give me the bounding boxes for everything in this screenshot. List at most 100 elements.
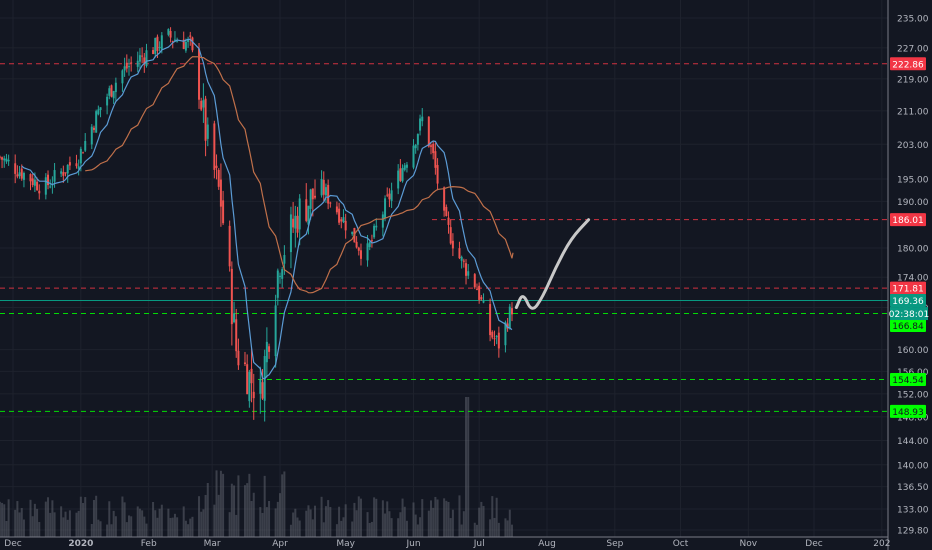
- y-tick-label-12: 152.00: [897, 390, 929, 400]
- candle-body-123: [373, 225, 376, 238]
- candle-body-10: [29, 174, 32, 182]
- candle-body-118: [357, 247, 360, 251]
- candle-body-135: [412, 145, 415, 168]
- volume-bar-37: [110, 524, 113, 537]
- candle-body-21: [62, 172, 65, 176]
- volume-bar-127: [386, 501, 389, 537]
- volume-bar-105: [320, 496, 323, 537]
- candle-body-14: [38, 190, 41, 194]
- candle-body-156: [475, 289, 478, 291]
- volume-bar-86: [261, 512, 264, 537]
- candle-body-0: [0, 156, 1, 158]
- candle-body-79: [237, 350, 240, 366]
- candle-body-157: [478, 285, 481, 300]
- volume-bar-40: [121, 496, 124, 537]
- volume-bar-115: [351, 521, 354, 537]
- candle-body-103: [311, 188, 314, 200]
- x-tick-label-8: Aug: [538, 539, 556, 549]
- volume-bar-34: [99, 521, 102, 537]
- volume-bar-144: [436, 499, 439, 537]
- volume-bar-163: [495, 497, 498, 537]
- candle-body-151: [460, 256, 463, 261]
- volume-bar-21: [62, 517, 65, 537]
- volume-bar-152: [462, 511, 465, 537]
- candle-body-132: [401, 167, 404, 182]
- candle-body-62: [187, 38, 190, 42]
- candle-body-28: [82, 152, 85, 154]
- volume-bar-1: [1, 502, 4, 537]
- x-tick-label-6: Jun: [405, 539, 420, 549]
- candle-body-162: [493, 338, 496, 340]
- candle-body-112: [340, 219, 343, 222]
- candle-body-144: [436, 164, 439, 184]
- volume-bar-121: [368, 522, 371, 537]
- ma-slow-extension: [511, 252, 514, 259]
- candle-body-66: [200, 100, 203, 110]
- y-tick-label-4: 203.00: [897, 141, 929, 151]
- candle-body-72: [217, 169, 220, 187]
- candle-body-91: [276, 270, 279, 298]
- candle-body-127: [386, 194, 389, 196]
- candle-body-142: [432, 143, 435, 154]
- volume-bar-133: [403, 506, 406, 537]
- y-tick-label-8: 174.00: [897, 274, 929, 284]
- candle-body-153: [465, 263, 468, 276]
- candle-body-31: [92, 127, 95, 130]
- volume-bar-61: [184, 520, 187, 537]
- volume-bar-91: [276, 501, 279, 537]
- candle-body-161: [491, 331, 494, 338]
- volume-bar-15: [44, 501, 47, 537]
- candle-body-16: [47, 174, 50, 186]
- candle-body-129: [390, 190, 393, 201]
- candle-body-47: [141, 55, 144, 57]
- candle-body-41: [123, 66, 126, 71]
- volume-bar-11: [31, 516, 34, 537]
- volume-bar-141: [430, 500, 433, 537]
- x-tick-label-7: Jul: [473, 539, 485, 549]
- volume-bar-97: [294, 508, 297, 537]
- volume-bar-164: [497, 522, 500, 537]
- candle-body-2: [3, 158, 6, 161]
- candle-body-49: [145, 50, 148, 67]
- volume-bar-2: [3, 504, 6, 537]
- candle-body-34: [99, 107, 102, 111]
- candle-body-17: [49, 186, 52, 188]
- candle-body-19: [53, 170, 56, 182]
- volume-bar-92: [279, 493, 281, 537]
- candle-body-4: [7, 159, 10, 162]
- candle-body-54: [160, 35, 163, 50]
- volume-bar-23: [66, 519, 69, 537]
- candle-body-121: [368, 242, 371, 248]
- volume-bar-77: [233, 485, 236, 537]
- volume-bar-72: [217, 494, 220, 537]
- countdown-tag: 02:38:01: [889, 310, 929, 320]
- volume-bar-101: [307, 505, 310, 537]
- volume-bar-44: [130, 516, 133, 537]
- price-tag-2: 171.81: [892, 285, 924, 295]
- candle-body-55: [167, 29, 170, 35]
- volume-bar-53: [158, 508, 161, 537]
- candle-body-95: [289, 214, 292, 253]
- candle-body-92: [279, 275, 281, 277]
- current-price-tag-bg: [890, 294, 926, 308]
- volume-bar-36: [108, 501, 111, 537]
- candle-body-136: [414, 144, 417, 149]
- volume-bar-28: [82, 502, 85, 537]
- candle-body-88: [265, 341, 268, 363]
- candle-body-73: [219, 179, 222, 207]
- y-tick-label-17: 133.00: [897, 505, 929, 515]
- volume-bar-82: [248, 473, 251, 537]
- volume-bar-58: [173, 513, 176, 537]
- candle-body-160: [489, 304, 492, 336]
- candle-body-70: [213, 123, 216, 170]
- volume-bar-156: [475, 524, 478, 537]
- price-tag-3-bg: [890, 318, 926, 332]
- candle-body-163: [495, 335, 498, 338]
- volume-bar-57: [171, 517, 174, 537]
- candle-body-146: [445, 206, 448, 217]
- candle-body-30: [90, 126, 93, 145]
- candle-body-1: [1, 157, 4, 160]
- volume-bar-88: [265, 507, 268, 537]
- volume-bar-42: [125, 522, 128, 537]
